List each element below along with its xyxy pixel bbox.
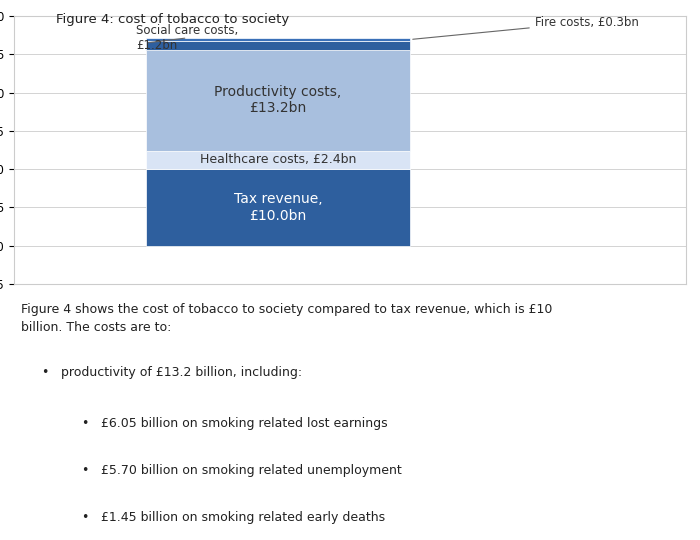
Text: Figure 4 shows the cost of tobacco to society compared to tax revenue, which is : Figure 4 shows the cost of tobacco to so… xyxy=(21,303,552,334)
Bar xyxy=(146,151,410,169)
Bar xyxy=(146,50,410,151)
Text: •: • xyxy=(41,366,48,379)
Text: Productivity costs,
£13.2bn: Productivity costs, £13.2bn xyxy=(214,85,342,116)
Text: productivity of £13.2 billion, including:: productivity of £13.2 billion, including… xyxy=(61,366,302,379)
Text: £5.70 billion on smoking related unemployment: £5.70 billion on smoking related unemplo… xyxy=(102,464,402,477)
Text: Figure 4: cost of tobacco to society: Figure 4: cost of tobacco to society xyxy=(56,14,289,26)
Text: Healthcare costs, £2.4bn: Healthcare costs, £2.4bn xyxy=(199,153,356,166)
Bar xyxy=(146,40,410,50)
Text: •: • xyxy=(81,464,89,477)
Text: £1.45 billion on smoking related early deaths: £1.45 billion on smoking related early d… xyxy=(102,511,386,524)
Text: £6.05 billion on smoking related lost earnings: £6.05 billion on smoking related lost ea… xyxy=(102,417,388,430)
Text: •: • xyxy=(81,511,89,524)
Text: Social care costs,
£1.2bn: Social care costs, £1.2bn xyxy=(136,24,239,52)
Text: •: • xyxy=(81,417,89,430)
Bar xyxy=(146,38,410,40)
Text: Tax revenue,
£10.0bn: Tax revenue, £10.0bn xyxy=(234,192,322,222)
Bar xyxy=(146,169,410,246)
Text: Fire costs, £0.3bn: Fire costs, £0.3bn xyxy=(413,16,638,39)
